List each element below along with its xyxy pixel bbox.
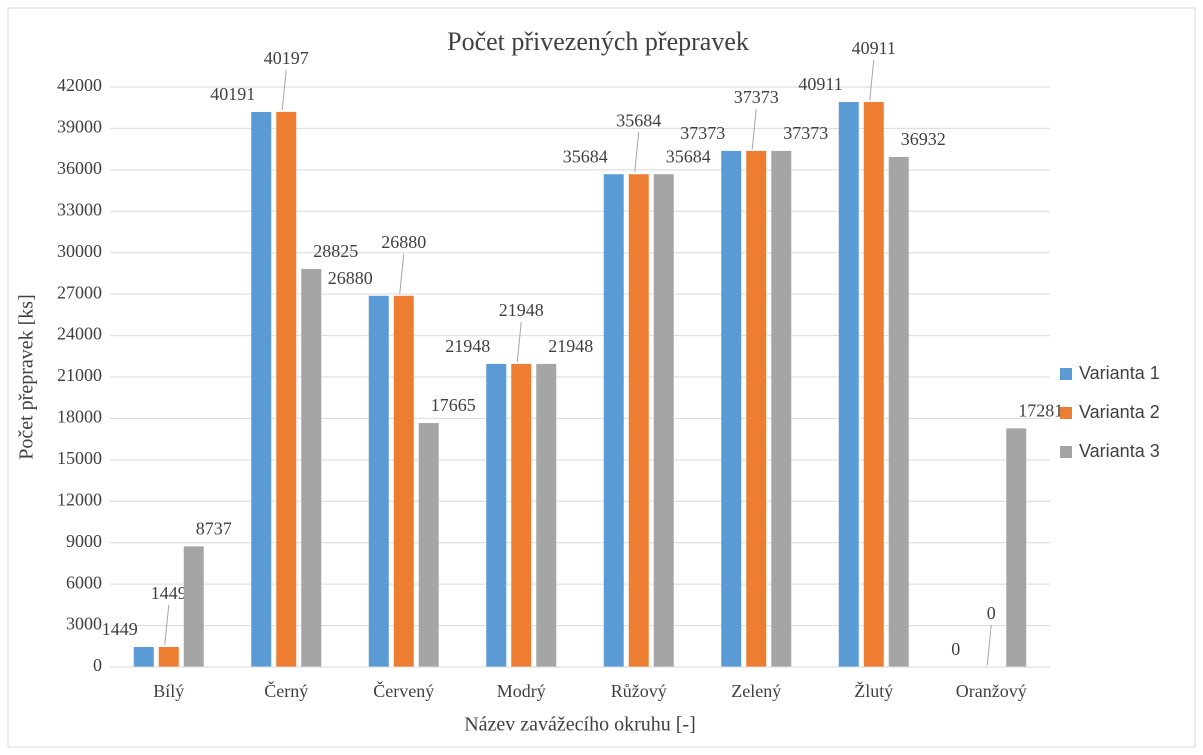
y-tick-label: 27000 bbox=[57, 282, 102, 302]
legend-swatch bbox=[1060, 368, 1072, 380]
bar bbox=[603, 174, 624, 667]
data-label: 40197 bbox=[264, 48, 309, 68]
data-label: 1449 bbox=[102, 619, 138, 639]
y-tick-label: 30000 bbox=[57, 241, 102, 261]
data-label: 37373 bbox=[734, 87, 779, 107]
legend-label: Varianta 2 bbox=[1079, 402, 1160, 422]
bar bbox=[746, 150, 767, 667]
bar bbox=[418, 423, 439, 667]
data-label: 37373 bbox=[783, 123, 828, 143]
y-axis-label: Počet přepravek [ks] bbox=[16, 294, 38, 460]
y-tick-label: 6000 bbox=[66, 572, 102, 592]
x-tick-label: Modrý bbox=[497, 681, 546, 701]
data-label: 0 bbox=[951, 639, 960, 659]
leader-line bbox=[164, 604, 170, 646]
data-label: 21948 bbox=[548, 336, 593, 356]
bar bbox=[183, 546, 204, 667]
bar bbox=[486, 363, 507, 667]
bar bbox=[628, 174, 649, 667]
bar bbox=[888, 156, 909, 667]
bar bbox=[536, 363, 557, 667]
leader-line bbox=[986, 624, 992, 666]
x-tick-label: Černý bbox=[264, 680, 308, 701]
y-tick-label: 15000 bbox=[57, 448, 102, 468]
data-label: 0 bbox=[987, 603, 996, 623]
x-tick-label: Růžový bbox=[611, 681, 667, 701]
y-tick-label: 39000 bbox=[57, 117, 102, 137]
data-label: 21948 bbox=[445, 336, 490, 356]
data-label: 35684 bbox=[563, 146, 608, 166]
leader-line bbox=[634, 132, 640, 173]
legend-label: Varianta 1 bbox=[1079, 363, 1160, 383]
data-label: 17665 bbox=[431, 395, 476, 415]
y-tick-label: 12000 bbox=[57, 489, 102, 509]
bar bbox=[653, 174, 674, 667]
bar bbox=[276, 111, 297, 668]
x-tick-label: Bílý bbox=[153, 681, 184, 701]
y-tick-label: 21000 bbox=[57, 365, 102, 385]
data-label: 1449 bbox=[151, 583, 187, 603]
y-tick-label: 3000 bbox=[66, 614, 102, 634]
bar bbox=[1006, 428, 1027, 667]
y-tick-label: 9000 bbox=[66, 531, 102, 551]
legend-swatch bbox=[1060, 446, 1072, 458]
bar bbox=[301, 268, 322, 667]
data-label: 35684 bbox=[616, 110, 661, 130]
y-tick-label: 36000 bbox=[57, 158, 102, 178]
y-tick-label: 42000 bbox=[57, 75, 102, 95]
legend-label: Varianta 3 bbox=[1079, 441, 1160, 461]
data-label: 21948 bbox=[499, 300, 544, 320]
data-label: 8737 bbox=[196, 518, 232, 538]
data-label: 37373 bbox=[680, 123, 725, 143]
bar bbox=[251, 111, 272, 667]
x-tick-label: Žlutý bbox=[854, 680, 893, 701]
data-label: 40191 bbox=[210, 84, 255, 104]
data-label: 26880 bbox=[381, 232, 426, 252]
legend-swatch bbox=[1060, 407, 1072, 419]
bar bbox=[133, 646, 154, 667]
y-tick-label: 0 bbox=[93, 655, 102, 675]
data-label: 28825 bbox=[313, 241, 358, 261]
chart-title: Počet přivezených přepravek bbox=[447, 27, 749, 56]
leader-line bbox=[516, 321, 522, 362]
data-label: 35684 bbox=[666, 146, 711, 166]
x-axis-label: Název zavážecího okruhu [-] bbox=[464, 714, 696, 736]
leader-line bbox=[869, 59, 875, 101]
bar bbox=[838, 102, 859, 667]
bar bbox=[721, 150, 742, 667]
y-tick-label: 24000 bbox=[57, 324, 102, 344]
x-tick-label: Oranžový bbox=[956, 681, 1027, 701]
bar bbox=[863, 102, 884, 667]
leader-line bbox=[751, 108, 757, 149]
leader-line bbox=[281, 69, 287, 110]
data-label: 36932 bbox=[901, 129, 946, 149]
data-label: 26880 bbox=[328, 268, 373, 288]
leader-line bbox=[399, 253, 405, 294]
bar bbox=[158, 646, 179, 667]
y-tick-label: 33000 bbox=[57, 199, 102, 219]
bar bbox=[393, 295, 414, 667]
data-label: 40911 bbox=[852, 38, 896, 58]
x-tick-label: Zelený bbox=[731, 681, 781, 701]
bar bbox=[368, 295, 389, 667]
x-tick-label: Červený bbox=[373, 680, 434, 701]
data-label: 17281 bbox=[1018, 400, 1063, 420]
bar bbox=[511, 363, 532, 667]
y-tick-label: 18000 bbox=[57, 407, 102, 427]
bar bbox=[771, 150, 792, 667]
data-label: 40911 bbox=[798, 74, 842, 94]
